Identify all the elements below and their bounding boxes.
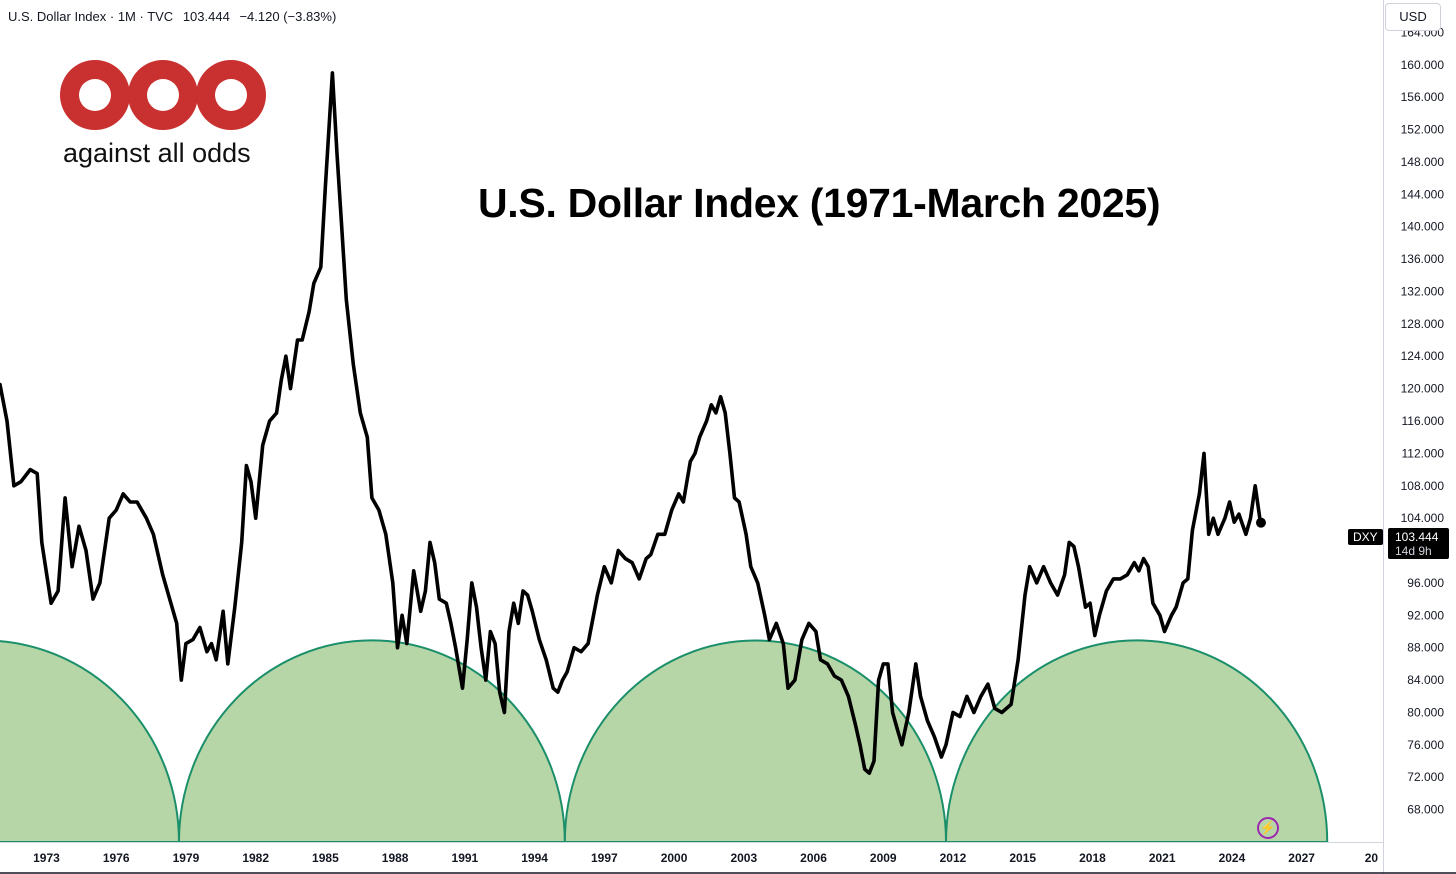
time-tick-label: 2000 (661, 851, 688, 865)
last-price-value: 103.444 (1395, 530, 1439, 544)
time-tick-label: 2009 (870, 851, 897, 865)
last-price-tag: 103.444 14d 9h (1388, 528, 1449, 559)
price-tick-label: 136.000 (1401, 252, 1445, 266)
time-tick-label: 1988 (382, 851, 409, 865)
time-axis-bg (0, 843, 1383, 874)
time-tick-label: 2024 (1219, 851, 1246, 865)
symbol-header[interactable]: U.S. Dollar Index · 1M · TVC 103.444 −4.… (8, 9, 336, 24)
price-tick-label: 88.000 (1407, 641, 1444, 655)
time-tick-label: 2012 (940, 851, 967, 865)
time-tick-label: 1997 (591, 851, 618, 865)
price-tick-label: 80.000 (1407, 705, 1444, 719)
price-tick-label: 120.000 (1401, 382, 1445, 396)
last-value: 103.444 (182, 9, 230, 24)
price-tick-label: 84.000 (1407, 673, 1444, 687)
lightning-bolt-icon[interactable]: ⚡ (1257, 817, 1279, 839)
cycle-arches (0, 639, 1329, 842)
time-tick-label: 2018 (1079, 851, 1106, 865)
price-tick-label: 76.000 (1407, 738, 1444, 752)
time-tick-label: 1982 (242, 851, 269, 865)
cycle-arch (177, 639, 566, 842)
symbol-tag: DXY (1348, 529, 1383, 545)
price-tick-label: 160.000 (1401, 58, 1445, 72)
time-tick-label: 2021 (1149, 851, 1176, 865)
time-tick-label: 1991 (452, 851, 479, 865)
price-tick-label: 112.000 (1402, 446, 1445, 460)
price-tick-label: 96.000 (1407, 576, 1444, 590)
cycle-arch (0, 640, 180, 842)
price-tick-label: 140.000 (1401, 220, 1445, 234)
aao-logo-icon (60, 60, 266, 130)
price-tick-label: 72.000 (1407, 770, 1444, 784)
time-tick-label: 1976 (103, 851, 130, 865)
price-tick-label: 108.000 (1401, 479, 1445, 493)
time-tick-label: 2027 (1288, 851, 1315, 865)
last-price-dot (1255, 517, 1266, 528)
bar-countdown: 14d 9h (1395, 544, 1432, 558)
price-tick-label: 104.000 (1401, 511, 1445, 525)
cycle-arch (563, 639, 948, 842)
price-tick-label: 92.000 (1407, 608, 1444, 622)
time-tick-label: 20 (1365, 851, 1379, 865)
price-tick-label: 132.000 (1401, 284, 1445, 298)
time-tick-label: 2015 (1009, 851, 1036, 865)
price-tick-label: 68.000 (1407, 803, 1444, 817)
time-tick-label: 2003 (730, 851, 757, 865)
time-tick-label: 1973 (33, 851, 60, 865)
price-tick-label: 124.000 (1401, 349, 1445, 363)
time-tick-label: 1994 (521, 851, 548, 865)
change-value: −4.120 (−3.83%) (239, 9, 337, 24)
time-tick-label: 1985 (312, 851, 339, 865)
price-tick-label: 152.000 (1401, 123, 1445, 137)
price-tick-label: 116.000 (1402, 414, 1445, 428)
time-axis: 1973 1976 1979 1982 1985 1988 1991 1994 1997 2000… (33, 851, 1378, 865)
time-tick-label: 1979 (173, 851, 200, 865)
chart-title: U.S. Dollar Index (1971-March 2025) (478, 180, 1161, 226)
price-axis: 164.000160.000156.000152.000148.000144.0… (1401, 25, 1445, 816)
symbol-label[interactable]: U.S. Dollar Index · 1M · TVC (8, 9, 174, 24)
price-tick-label: 148.000 (1401, 155, 1445, 169)
currency-button[interactable]: USD (1385, 3, 1441, 31)
cycle-arch (945, 639, 1329, 842)
price-tick-label: 128.000 (1401, 317, 1445, 331)
price-tick-label: 144.000 (1401, 187, 1445, 201)
time-tick-label: 2006 (800, 851, 827, 865)
logo-text: against all odds (63, 138, 251, 168)
price-tick-label: 156.000 (1401, 90, 1445, 104)
dxy-price-line (0, 71, 1263, 775)
